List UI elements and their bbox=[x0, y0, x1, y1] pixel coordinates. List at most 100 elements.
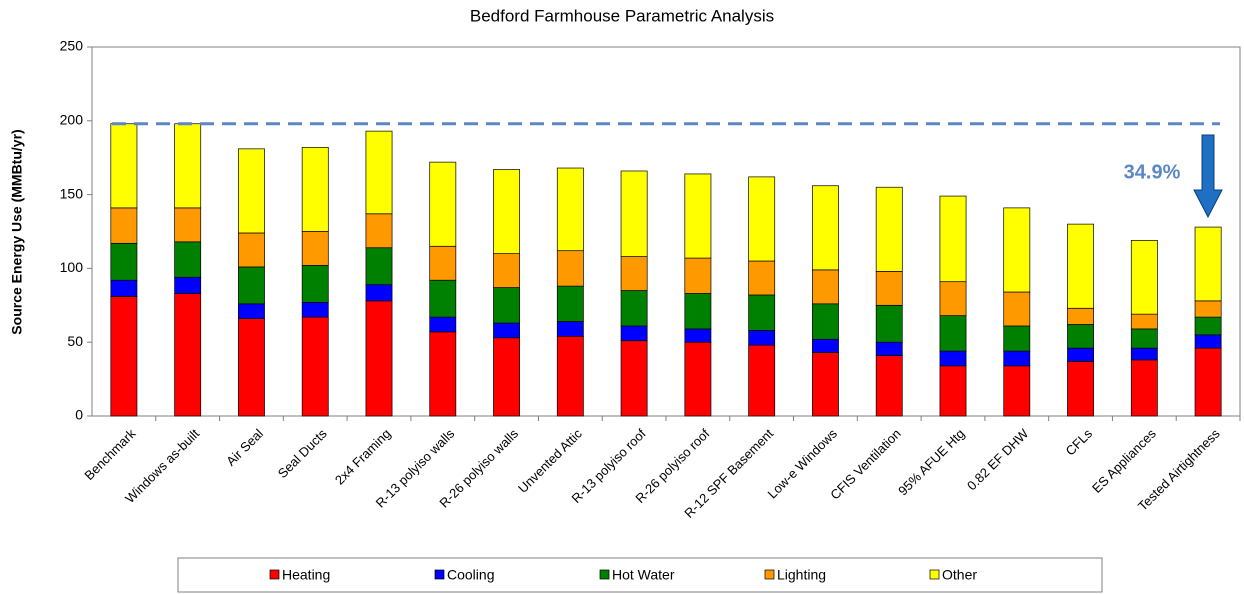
bar-segment bbox=[748, 330, 776, 346]
bar-segment bbox=[301, 231, 329, 266]
bar-segment bbox=[1130, 313, 1158, 330]
bar-segment bbox=[1194, 300, 1222, 318]
bar-segment bbox=[301, 265, 329, 303]
bar-segment bbox=[493, 337, 520, 417]
chart-title: Bedford Farmhouse Parametric Analysis bbox=[470, 6, 774, 25]
bar-segment bbox=[939, 350, 967, 367]
bar-segment bbox=[556, 321, 584, 337]
bar-segment bbox=[493, 169, 520, 254]
bar-segment bbox=[556, 335, 584, 417]
bar-segment bbox=[684, 173, 712, 259]
legend-label: Cooling bbox=[447, 567, 494, 583]
bar-segment bbox=[939, 315, 967, 352]
bar-segment bbox=[365, 300, 393, 417]
legend-box bbox=[177, 557, 1103, 593]
annotation: 34.9% bbox=[1124, 161, 1181, 183]
legend-label: Heating bbox=[282, 567, 330, 583]
x-tick-label: 0.82 EF DHW bbox=[964, 425, 1032, 493]
x-tick-label: 95% AFUE Htg bbox=[895, 426, 967, 498]
legend-swatch bbox=[434, 569, 445, 580]
bar-segment bbox=[620, 170, 648, 257]
bar-segment bbox=[875, 341, 903, 356]
arrow bbox=[1193, 134, 1223, 219]
bar-segment bbox=[1130, 328, 1158, 349]
bar-segment bbox=[174, 123, 202, 209]
bar-segment bbox=[556, 167, 584, 252]
bar-segment bbox=[1067, 361, 1094, 417]
bar-segment bbox=[238, 266, 265, 305]
bar-segment bbox=[875, 355, 903, 417]
bar-segment bbox=[110, 207, 138, 244]
bar-segment bbox=[620, 325, 648, 342]
x-tick-label: Air Seal bbox=[223, 426, 266, 469]
bar-segment bbox=[429, 316, 457, 333]
bar-segment bbox=[110, 279, 138, 297]
x-tick-label: Seal Ducts bbox=[275, 426, 330, 481]
legend-swatch bbox=[599, 569, 610, 580]
bar-segment bbox=[684, 341, 712, 417]
bar-segment bbox=[875, 271, 903, 306]
bar-segment bbox=[429, 279, 457, 318]
bar-segment bbox=[301, 316, 329, 417]
bar-segment bbox=[620, 340, 648, 417]
legend-swatch bbox=[929, 569, 940, 580]
bar-segment bbox=[875, 186, 903, 272]
bar-segment bbox=[238, 232, 265, 268]
bar-segment bbox=[365, 130, 393, 215]
y-tick-label: 250 bbox=[60, 38, 84, 54]
bar-segment bbox=[1194, 347, 1222, 417]
bar-segment bbox=[748, 260, 776, 296]
bar-segment bbox=[174, 293, 202, 417]
y-tick-label: 0 bbox=[75, 407, 83, 423]
x-tick-label: CFLs bbox=[1063, 426, 1096, 459]
bar-segment bbox=[301, 301, 329, 318]
bar-segment bbox=[875, 304, 903, 343]
bar-segment bbox=[939, 195, 967, 283]
bar-segment bbox=[365, 213, 393, 249]
bar-segment bbox=[1003, 207, 1031, 293]
y-axis-label: Source Energy Use (MMBtu/yr) bbox=[9, 129, 25, 334]
bar-segment bbox=[110, 242, 138, 281]
bar-segment bbox=[1067, 307, 1094, 325]
bar-segment bbox=[174, 207, 202, 243]
bar-segment bbox=[812, 352, 839, 417]
bar-segment bbox=[748, 294, 776, 331]
bar-segment bbox=[556, 285, 584, 322]
bar-segment bbox=[493, 287, 520, 324]
y-tick-label: 200 bbox=[60, 112, 84, 128]
bar-segment bbox=[238, 318, 265, 417]
bar-segment bbox=[1130, 359, 1158, 417]
bar-segment bbox=[429, 331, 457, 417]
bar-segment bbox=[556, 250, 584, 287]
bar-segment bbox=[174, 276, 202, 294]
bar-segment bbox=[1003, 325, 1031, 352]
bar-segment bbox=[684, 293, 712, 330]
y-tick-label: 100 bbox=[60, 259, 84, 275]
bar-segment bbox=[1130, 347, 1158, 361]
legend-label: Hot Water bbox=[612, 567, 675, 583]
bar-segment bbox=[493, 253, 520, 288]
legend-label: Lighting bbox=[777, 567, 826, 583]
x-tick-label: 2x4 Framing bbox=[332, 426, 394, 488]
bar-segment bbox=[684, 328, 712, 343]
bar-segment bbox=[684, 257, 712, 294]
bar-segment bbox=[1067, 223, 1094, 309]
bar-segment bbox=[812, 185, 839, 271]
bar-segment bbox=[1067, 347, 1094, 362]
bar-segment bbox=[493, 322, 520, 339]
legend-label: Other bbox=[942, 567, 977, 583]
legend-swatch bbox=[764, 569, 775, 580]
y-tick-label: 150 bbox=[60, 185, 84, 201]
bar-segment bbox=[1003, 365, 1031, 417]
legend-swatch bbox=[269, 569, 280, 580]
bar-segment bbox=[1130, 240, 1158, 315]
bar-segment bbox=[1003, 350, 1031, 367]
x-tick-label: Unvented Attic bbox=[515, 426, 585, 496]
bar-segment bbox=[1194, 226, 1222, 302]
bar-segment bbox=[301, 147, 329, 232]
bar-segment bbox=[1003, 291, 1031, 327]
bar-segment bbox=[365, 284, 393, 302]
bar-segment bbox=[365, 247, 393, 285]
bar-segment bbox=[110, 296, 138, 417]
y-tick-label: 50 bbox=[67, 333, 83, 349]
